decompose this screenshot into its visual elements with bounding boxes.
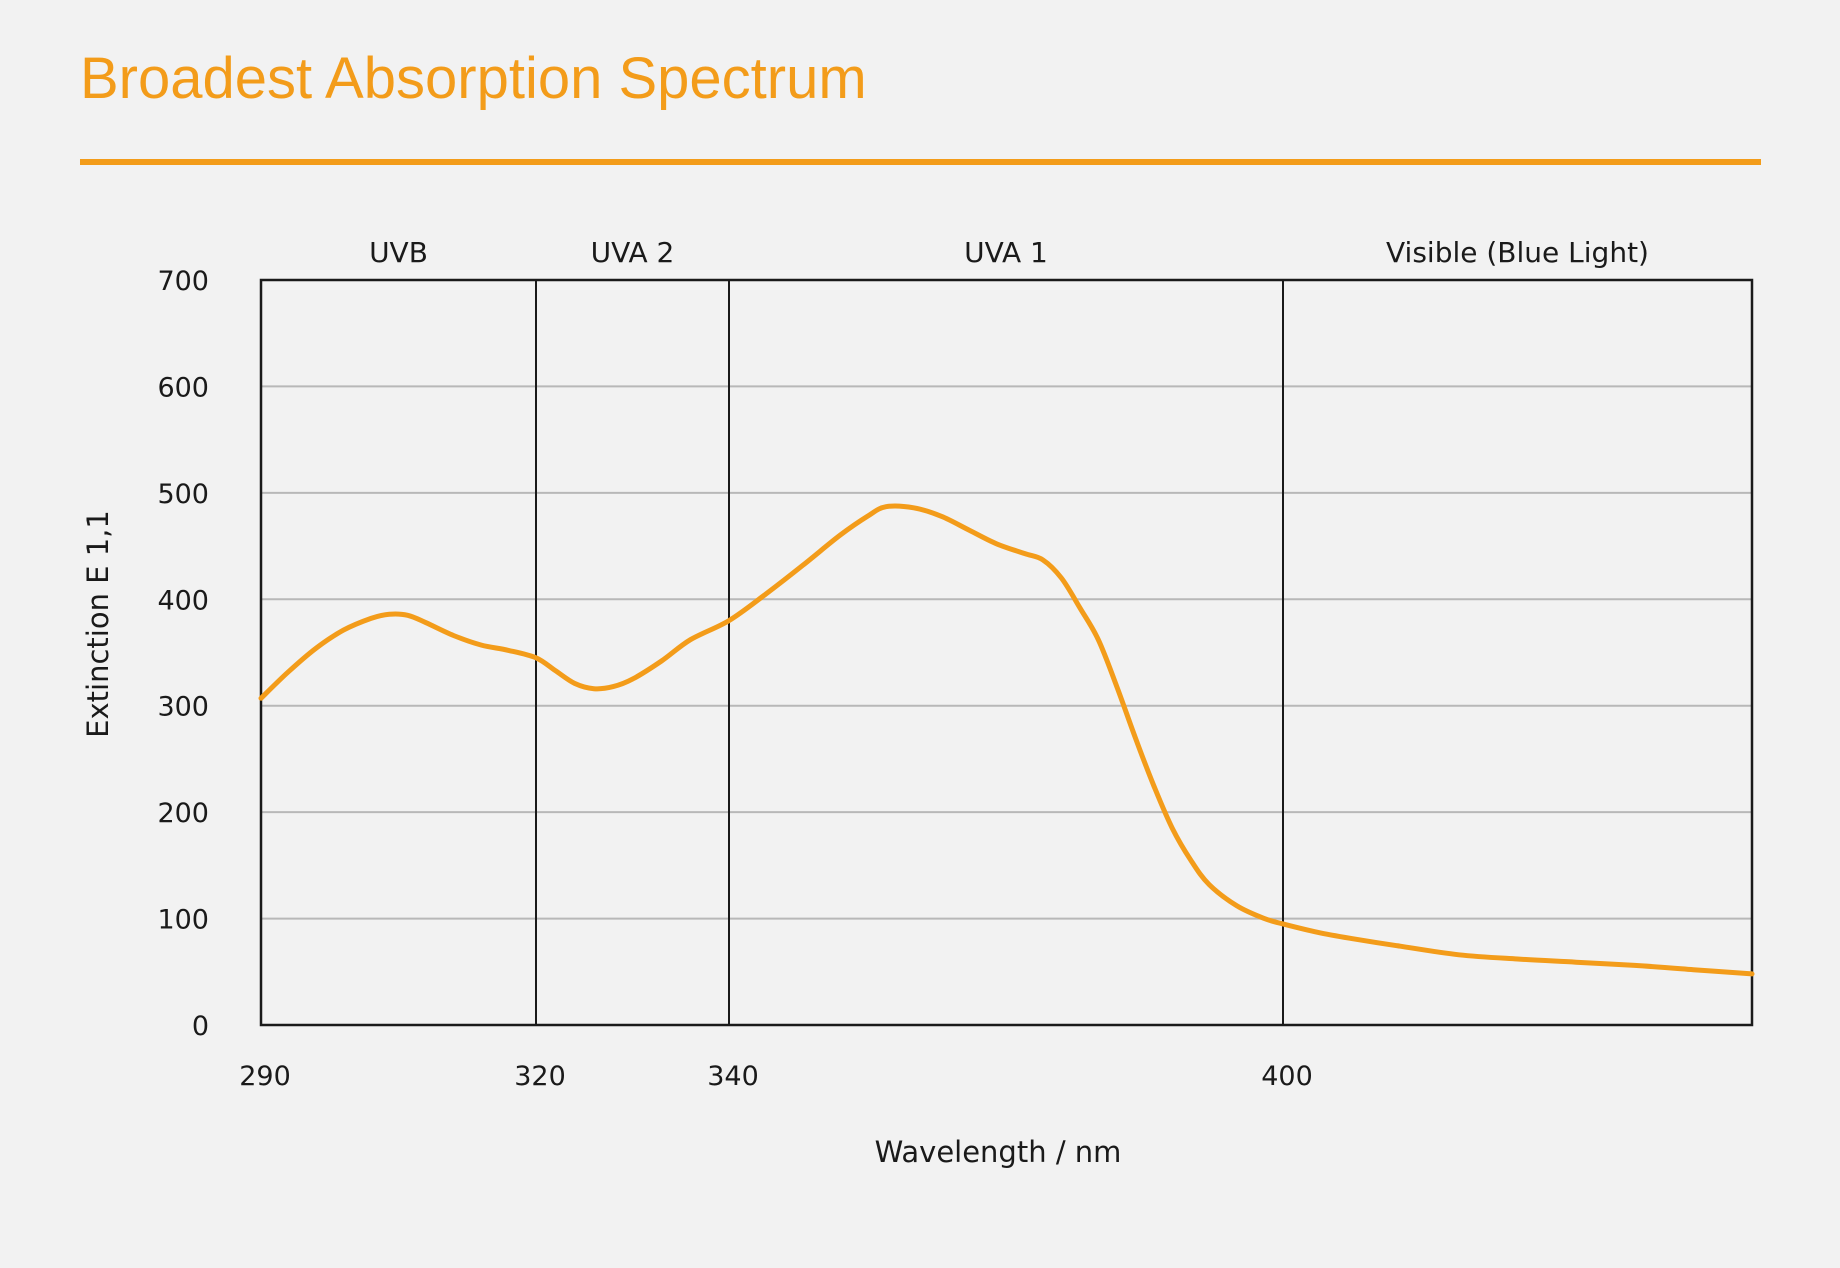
x-tick-label-320: 320 xyxy=(514,1061,566,1092)
x-tick-label-290: 290 xyxy=(239,1061,291,1092)
region-label-1: UVA 2 xyxy=(591,236,675,269)
region-dividers xyxy=(535,280,1284,1025)
y-tick-label-200: 200 xyxy=(157,798,209,829)
region-label-3: Visible (Blue Light) xyxy=(1386,236,1649,269)
region-label-2: UVA 1 xyxy=(964,236,1048,269)
plot-frame xyxy=(259,278,1754,1027)
x-tick-labels: 290 320 340 400 xyxy=(239,1061,1313,1092)
y-tick-label-100: 100 xyxy=(157,905,209,936)
x-tick-label-400: 400 xyxy=(1261,1061,1313,1092)
grid-lines xyxy=(261,385,1752,920)
y-tick-label-400: 400 xyxy=(157,585,209,616)
y-tick-label-500: 500 xyxy=(157,479,209,510)
y-tick-label-700: 700 xyxy=(157,266,209,297)
y-tick-label-0: 0 xyxy=(192,1011,209,1042)
region-labels: UVB UVA 2 UVA 1 Visible (Blue Light) xyxy=(369,236,1649,269)
series-line-extinction xyxy=(258,503,1755,977)
y-axis-label: Extinction E 1,1 xyxy=(81,510,115,738)
y-tick-label-300: 300 xyxy=(157,692,209,723)
y-tick-labels: 0 100 200 300 400 500 600 700 xyxy=(157,266,209,1042)
chart-title: Broadest Absorption Spectrum xyxy=(80,46,867,111)
region-label-0: UVB xyxy=(369,236,428,269)
x-tick-label-340: 340 xyxy=(707,1061,759,1092)
x-axis-label: Wavelength / nm xyxy=(875,1135,1122,1169)
y-tick-label-600: 600 xyxy=(157,372,209,403)
